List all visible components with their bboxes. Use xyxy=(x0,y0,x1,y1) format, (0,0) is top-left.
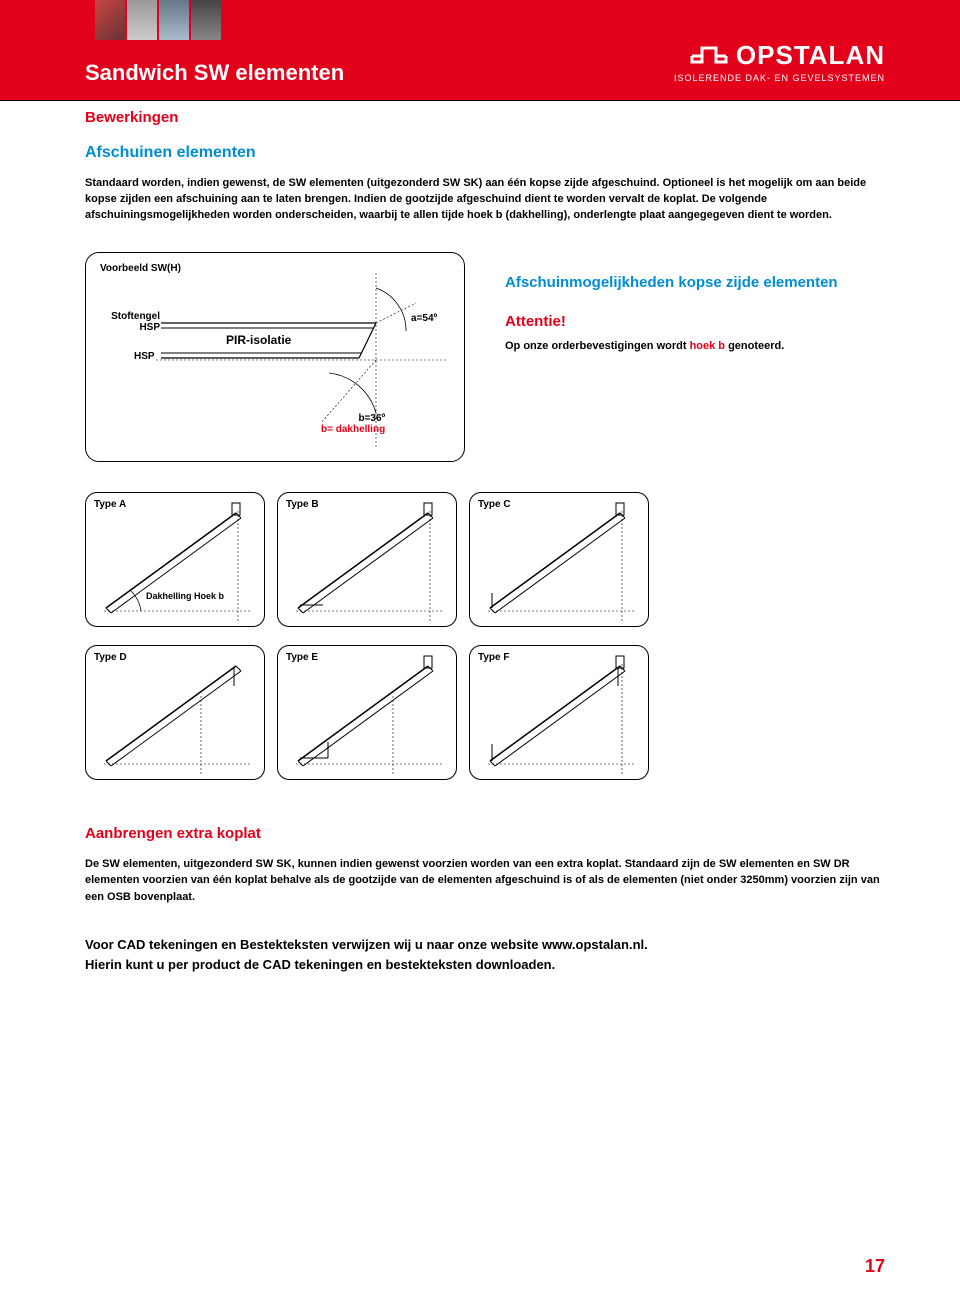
logo-icon xyxy=(690,40,728,71)
type-c-box: Type C xyxy=(469,492,649,627)
type-c-diagram xyxy=(470,493,650,628)
type-d-box: Type D xyxy=(85,645,265,780)
side-heading: Afschuinmogelijkheden kopse zijde elemen… xyxy=(505,274,838,291)
page-title: Sandwich SW elementen xyxy=(85,60,344,86)
intro-paragraph: Standaard worden, indien gewenst, de SW … xyxy=(85,176,885,224)
page-number: 17 xyxy=(865,1256,885,1277)
type-b-diagram xyxy=(278,493,458,628)
attention-heading: Attentie! xyxy=(505,313,838,330)
logo-subtitle: ISOLERENDE DAK- EN GEVELSYSTEMEN xyxy=(674,73,885,83)
type-d-diagram xyxy=(86,646,266,781)
type-e-box: Type E xyxy=(277,645,457,780)
label-pir: PIR-isolatie xyxy=(226,333,291,347)
bottom-heading: Aanbrengen extra koplat xyxy=(85,825,885,842)
side-paragraph: Op onze orderbevestigingen wordt hoek b … xyxy=(505,340,838,352)
type-a-box: Type A Dakhelling Hoek b xyxy=(85,492,265,627)
label-stoftengel: StoftengelHSP xyxy=(100,311,160,333)
type-e-diagram xyxy=(278,646,458,781)
dakhelling-label: Dakhelling Hoek b xyxy=(146,591,224,601)
type-a-diagram xyxy=(86,493,266,628)
type-f-box: Type F xyxy=(469,645,649,780)
type-row-1: Type A Dakhelling Hoek b Type B xyxy=(85,492,885,627)
section-subheading: Bewerkingen xyxy=(85,109,885,126)
type-b-box: Type B xyxy=(277,492,457,627)
brand-logo: OPSTALAN ISOLERENDE DAK- EN GEVELSYSTEME… xyxy=(674,40,885,83)
angle-b: b=36ºb= dakhelling xyxy=(321,413,385,435)
section-heading: Afschuinen elementen xyxy=(85,144,885,162)
logo-text: OPSTALAN xyxy=(736,40,885,71)
angle-a: a=54º xyxy=(411,313,437,324)
type-row-2: Type D Type E xyxy=(85,645,885,780)
example-side-text: Afschuinmogelijkheden kopse zijde elemen… xyxy=(505,274,838,462)
cad-paragraph: Voor CAD tekeningen en Bestekteksten ver… xyxy=(85,935,885,974)
header-thumbnails xyxy=(95,0,221,40)
bottom-paragraph: De SW elementen, uitgezonderd SW SK, kun… xyxy=(85,856,885,906)
example-diagram-box: Voorbeeld SW(H) xyxy=(85,252,465,462)
header-bar: Sandwich SW elementen OPSTALAN ISOLEREND… xyxy=(0,0,960,100)
label-hsp: HSP xyxy=(134,351,155,362)
type-f-diagram xyxy=(470,646,650,781)
